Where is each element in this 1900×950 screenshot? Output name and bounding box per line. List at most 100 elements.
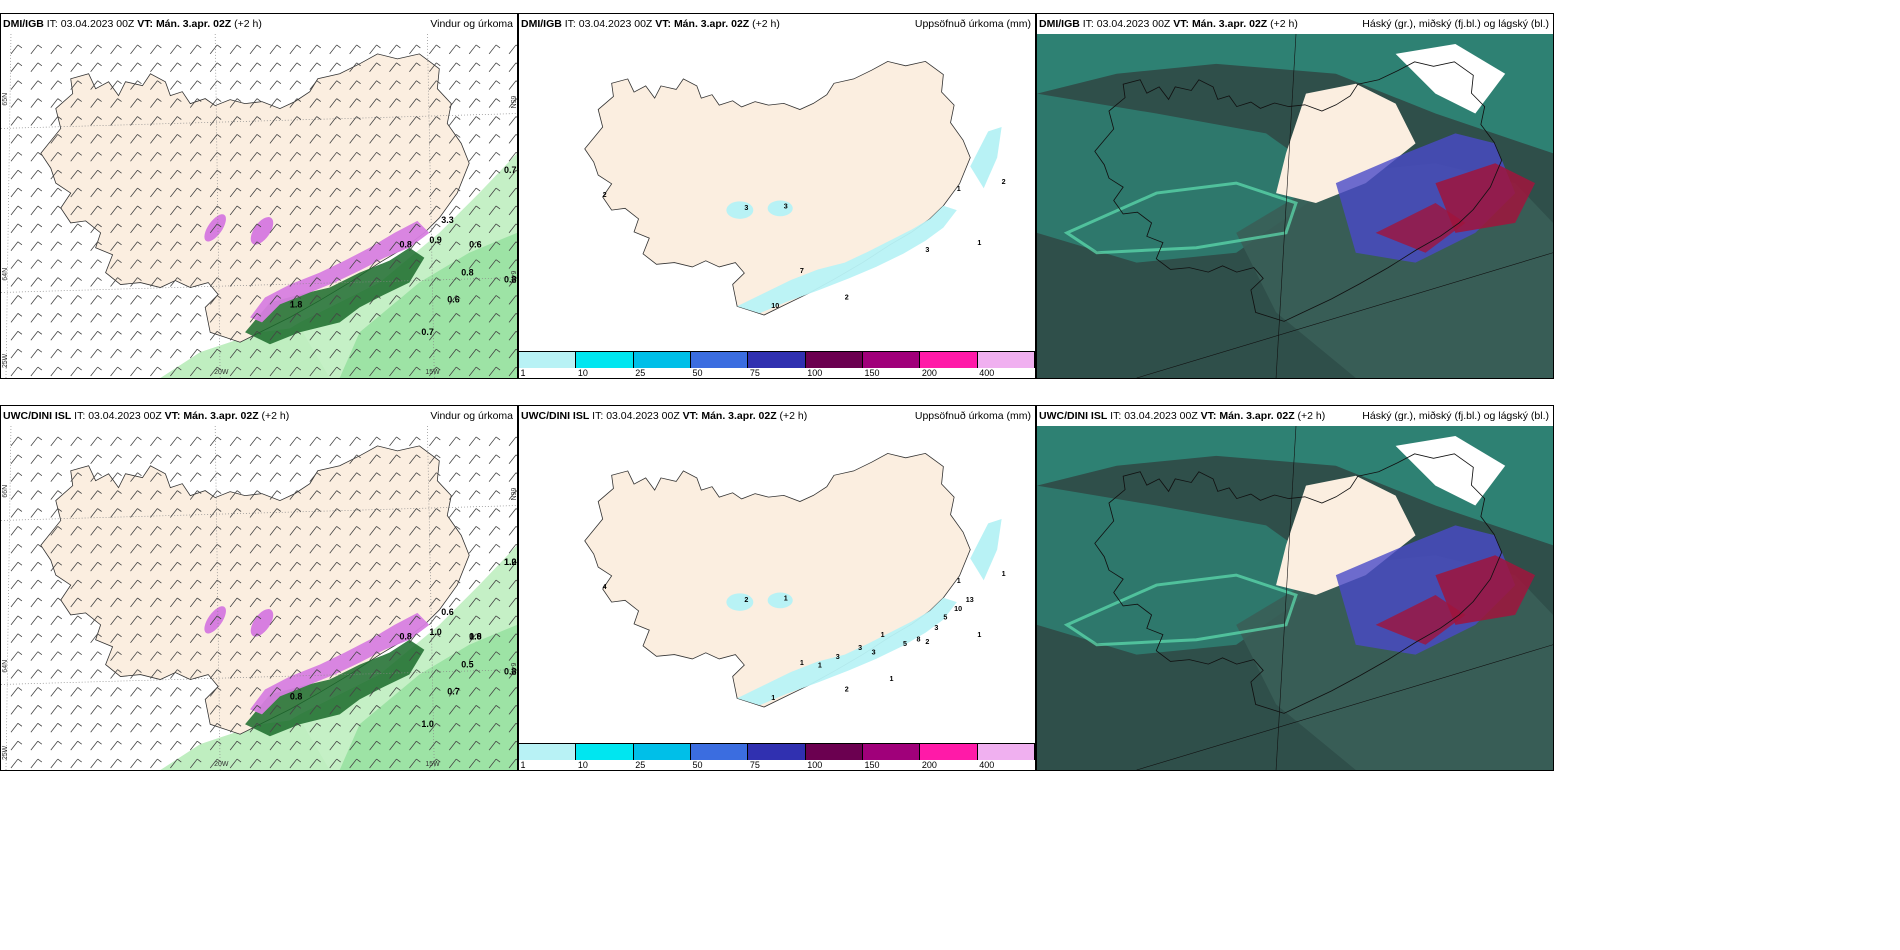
precip-legend: 1 10 25 50 75 100 150 200 400: [519, 743, 1035, 770]
wind-barb-shaft: [448, 597, 457, 608]
wind-barb-flag: [356, 223, 361, 228]
wind-barb: [329, 366, 341, 377]
wind-barb-flag: [197, 98, 202, 102]
wind-barb: [150, 151, 162, 162]
legend-swatch: [977, 744, 1035, 760]
wind-barb-flag: [336, 366, 341, 371]
wind-barb-flag: [236, 633, 242, 638]
wind-barb: [289, 330, 302, 341]
wind-barb-shaft: [50, 508, 59, 518]
legend-tick-label: 100: [807, 760, 823, 770]
wind-barb-flag: [276, 543, 282, 548]
wind-barb-shaft: [50, 98, 59, 108]
precip-value-label: 0.8: [399, 240, 411, 250]
legend-swatch: [805, 352, 863, 368]
wind-barb: [150, 187, 162, 198]
wind-barb-shaft: [488, 687, 497, 697]
wind-barb: [508, 116, 517, 126]
wind-barb-flag: [515, 44, 517, 47]
wind-barb-flag: [37, 348, 43, 353]
wind-barb-flag: [396, 330, 401, 335]
wind-barb-flag: [396, 508, 401, 512]
wind-barb: [110, 436, 122, 447]
wind-barb-flag: [177, 472, 182, 477]
legend-swatches: [519, 744, 1035, 760]
wind-barb: [409, 348, 421, 359]
vt-label: VT:: [655, 18, 672, 30]
wind-barb-flag: [356, 669, 361, 673]
wind-barb: [329, 722, 341, 733]
wind-barb: [249, 651, 262, 661]
wind-barb-shaft: [50, 331, 59, 341]
wind-barb: [30, 134, 43, 144]
wind-barb-shaft: [508, 436, 517, 447]
wind-barb-shaft: [488, 705, 497, 715]
wind-barb-flag: [236, 98, 242, 102]
wind-barb: [229, 543, 242, 554]
wind-barb-shaft: [150, 579, 158, 590]
wind-barb: [209, 651, 222, 661]
wind-barb-shaft: [50, 187, 59, 198]
wind-barb-flag: [197, 454, 202, 459]
wind-barb-shaft: [70, 116, 79, 126]
wind-barb: [508, 669, 517, 679]
wind-barb-shaft: [508, 80, 517, 90]
wind-barb: [90, 169, 102, 180]
wind-barb: [70, 98, 82, 108]
wind-barb-shaft: [468, 723, 477, 733]
wind-barb: [349, 187, 361, 198]
wind-barb: [189, 454, 202, 465]
wind-barb-flag: [216, 205, 222, 210]
wind-barb-flag: [276, 454, 282, 459]
wind-barb-flag: [17, 330, 23, 335]
wind-barb-flag: [515, 151, 517, 154]
wind-barb: [10, 313, 23, 323]
wind-barb-shaft: [150, 366, 158, 377]
wind-barb: [229, 277, 242, 287]
wind-barb-flag: [296, 651, 302, 655]
wind-barb: [50, 313, 63, 323]
wind-barb-flag: [37, 223, 43, 228]
panel-title: Háský (gr.), miðský (fj.bl.) og lágský (…: [1362, 410, 1549, 422]
wind-barb-flag: [57, 454, 63, 459]
wind-barb-flag: [416, 579, 421, 584]
wind-barb-flag: [236, 490, 242, 494]
wind-barb: [329, 543, 341, 554]
wind-barb-flag: [316, 348, 321, 353]
wind-barb: [130, 472, 142, 482]
wind-barb-shaft: [389, 687, 397, 697]
wind-barb: [508, 615, 517, 626]
wind-barb-shaft: [229, 259, 238, 269]
wind-barb-shaft: [209, 579, 218, 590]
wind-barb-shaft: [150, 223, 158, 234]
wind-barb: [269, 705, 282, 715]
wind-barb: [150, 366, 162, 377]
wind-barb-shaft: [30, 472, 39, 482]
wind-barb-flag: [157, 705, 162, 709]
wind-barb-shaft: [150, 615, 158, 626]
wind-barb-flag: [495, 615, 501, 620]
wind-barb-shaft: [130, 241, 138, 251]
wind-barb: [50, 436, 63, 447]
wind-barb-flag: [455, 151, 461, 156]
wind-barb-flag: [455, 436, 461, 441]
wind-barb-shaft: [409, 44, 417, 55]
wind-barb-shaft: [309, 579, 318, 590]
wind-barb: [10, 98, 23, 108]
wind-barb-shaft: [90, 633, 98, 643]
wind-barb-flag: [256, 651, 262, 655]
wind-barb: [468, 722, 481, 733]
wind-barb-shaft: [150, 152, 158, 162]
iceland-group: [1094, 61, 1503, 322]
wind-barb: [70, 366, 82, 377]
wind-barb: [90, 62, 102, 73]
wind-barb-flag: [117, 44, 122, 49]
wind-barb-shaft: [189, 277, 198, 287]
wind-barb: [508, 687, 517, 697]
wind-barb-flag: [296, 313, 302, 317]
wind-barb-shaft: [130, 454, 138, 465]
wind-barb-shaft: [249, 597, 258, 608]
wind-barb: [309, 295, 321, 305]
wind-barb-flag: [117, 561, 122, 566]
wind-barb-shaft: [289, 277, 298, 287]
